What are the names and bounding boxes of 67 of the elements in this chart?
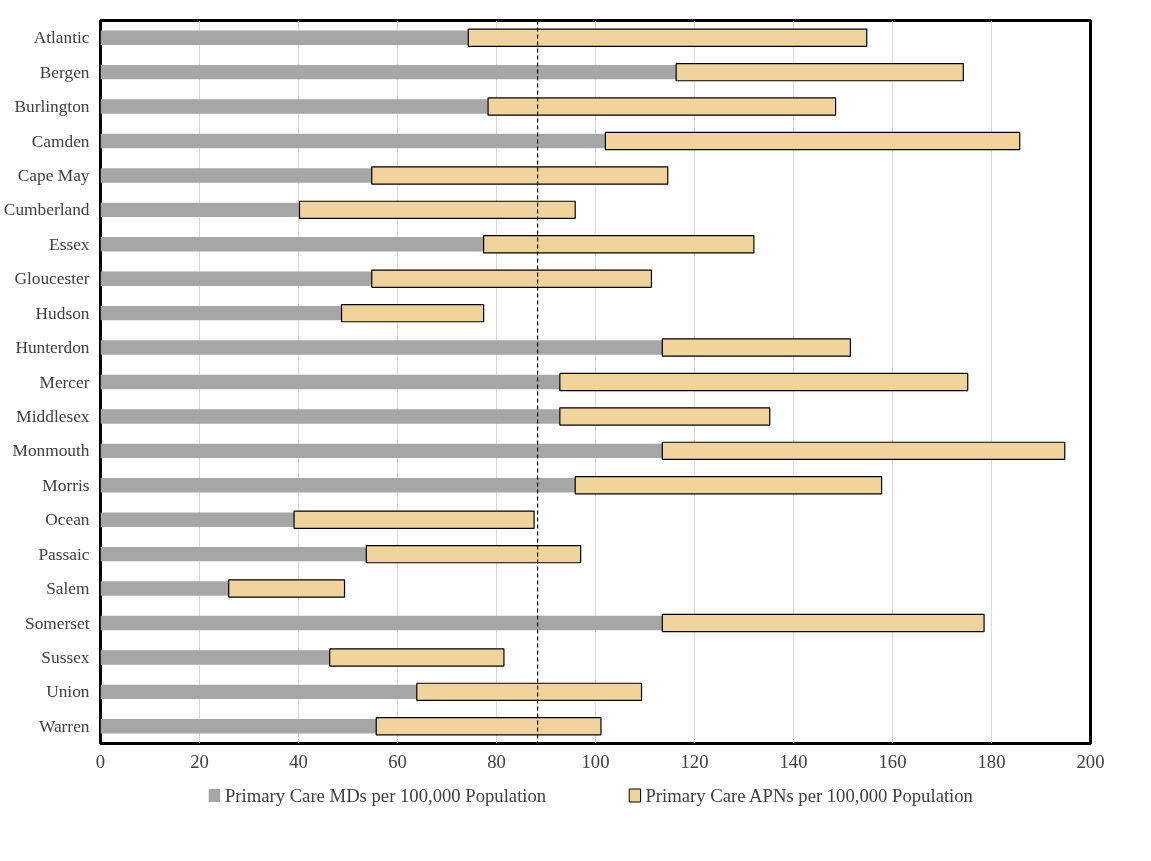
y-tick-label: Hudson (35, 303, 90, 323)
y-tick-label: Cape May (17, 165, 90, 185)
y-tick-label: Camden (31, 131, 90, 151)
y-tick-label: Gloucester (14, 269, 90, 289)
bar (661, 613, 985, 633)
y-tick-label: Somerset (25, 613, 90, 633)
bar (100, 30, 469, 45)
bar (661, 338, 852, 357)
bar (100, 271, 372, 286)
bar (100, 340, 663, 355)
x-tick-label: 80 (487, 750, 506, 772)
bar (340, 303, 485, 323)
bar (100, 237, 484, 252)
bar (293, 510, 535, 529)
y-tick-label: Warren (38, 716, 90, 736)
y-tick-label: Salem (46, 579, 91, 599)
bar (100, 650, 330, 665)
bar (604, 131, 1021, 151)
bar (100, 99, 489, 114)
y-tick-label: Middlesex (16, 406, 90, 426)
x-tick-label: 140 (779, 750, 808, 772)
bar (661, 441, 1066, 461)
bar (100, 409, 560, 424)
bar (100, 546, 367, 562)
bar (100, 615, 663, 631)
y-tick-label: Bergen (39, 62, 90, 82)
x-tick-label: 180 (977, 750, 1006, 772)
x-tick-label: 100 (581, 750, 610, 772)
bar (100, 443, 663, 459)
bar (228, 579, 346, 598)
x-tick-label: 20 (190, 750, 209, 772)
y-tick-label: Burlington (14, 97, 90, 117)
y-tick-label: Union (46, 682, 90, 702)
bar (100, 64, 677, 80)
bar (100, 719, 377, 734)
bar (675, 62, 964, 82)
y-tick-label: Monmouth (12, 441, 90, 461)
y-tick-label: Hunterdon (15, 338, 90, 358)
y-tick-label: Atlantic (33, 28, 90, 48)
y-tick-label: Cumberland (3, 200, 90, 220)
y-tick-label: Ocean (45, 510, 90, 530)
bar (559, 372, 969, 392)
bar (574, 476, 883, 495)
x-tick-label: 120 (680, 750, 709, 772)
x-tick-label: 40 (289, 750, 308, 772)
x-tick-label: 160 (878, 750, 907, 772)
legend-label: Primary Care MDs per 100,000 Population (224, 785, 547, 806)
y-tick-label: Morris (42, 475, 90, 495)
bar (100, 512, 295, 527)
bar (100, 684, 417, 700)
bar (329, 648, 505, 667)
bar (100, 581, 229, 596)
bar (100, 374, 560, 390)
bar (100, 305, 342, 321)
y-tick-label: Passaic (38, 544, 90, 564)
bar (559, 407, 771, 426)
y-tick-label: Sussex (41, 647, 90, 667)
x-tick-label: 200 (1076, 750, 1105, 772)
y-tick-label: Essex (49, 234, 90, 254)
bar (100, 202, 300, 218)
y-tick-label: Mercer (39, 372, 90, 392)
legend-label: Primary Care APNs per 100,000 Population (645, 785, 974, 806)
x-tick-label: 60 (388, 750, 407, 772)
bar (100, 133, 606, 149)
x-tick-label: 0 (95, 750, 106, 772)
bar (100, 478, 576, 493)
bar (100, 168, 372, 183)
